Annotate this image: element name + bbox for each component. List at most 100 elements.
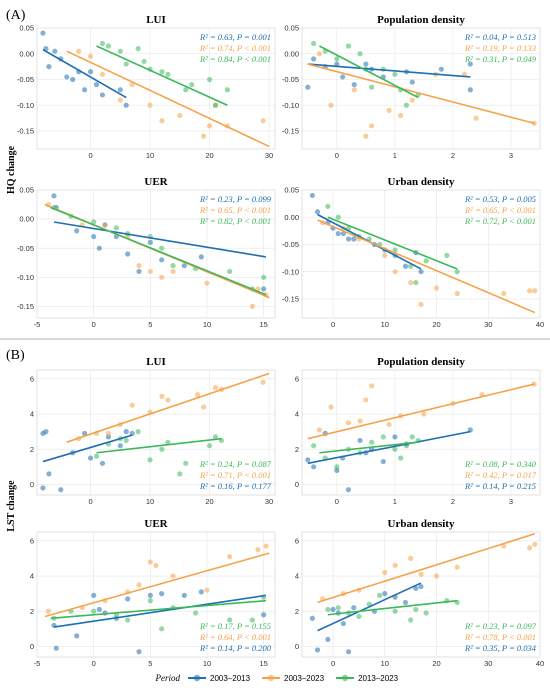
x-tick-label: 30 (484, 320, 492, 329)
data-point (206, 76, 213, 83)
y-tick-label: 6 (30, 374, 34, 383)
data-point (123, 61, 129, 67)
data-point (91, 233, 97, 240)
x-tick-label: 5 (148, 659, 152, 668)
data-point (261, 286, 267, 292)
data-point (165, 397, 171, 403)
x-tick-label: 3 (509, 151, 513, 160)
data-point (181, 592, 187, 598)
data-point (314, 209, 321, 215)
panel-1: 0 10 20 30 0.05 0.00 -0.05 -0.10 -0.15 LUI R² = 0.… (17, 14, 276, 160)
data-point (93, 82, 100, 88)
data-point (206, 443, 213, 449)
data-point (147, 239, 153, 245)
data-point (96, 606, 102, 613)
data-point (99, 460, 106, 466)
data-point (328, 404, 334, 410)
x-tick-label: 5 (148, 320, 152, 329)
x-tick-label: 0 (335, 151, 339, 160)
stat-label: R² = 0.08, P = 0.340 (464, 459, 537, 469)
data-point (64, 74, 70, 80)
regression-line (317, 219, 536, 314)
y-tick-label: 0.05 (19, 24, 34, 33)
data-point (351, 82, 357, 88)
data-point (345, 420, 352, 426)
panel-frame (36, 27, 276, 150)
data-point (227, 554, 233, 560)
data-point (165, 71, 171, 77)
data-point (409, 79, 415, 85)
data-point (380, 458, 386, 465)
data-point (402, 263, 409, 269)
data-point (421, 411, 427, 417)
regression-line (307, 63, 535, 125)
data-point (392, 269, 398, 275)
data-point (125, 596, 131, 602)
y-tick-label: 0.05 (284, 24, 299, 33)
y-tick-label: 0 (30, 480, 34, 489)
stat-label: R² = 0.84, P < 0.001 (199, 54, 271, 64)
data-point (311, 443, 317, 449)
legend-label-2013-2023: 2013–2023 (358, 674, 399, 683)
y-tick-label: 2 (30, 607, 34, 616)
data-point (53, 645, 59, 651)
data-point (454, 269, 460, 275)
panel-title: Population density (377, 14, 465, 26)
data-point (159, 257, 165, 263)
data-point (153, 562, 159, 569)
data-point (74, 228, 80, 234)
data-point (113, 225, 119, 231)
legend-dot-2003-2023 (267, 674, 275, 682)
data-point (402, 599, 409, 606)
data-point (129, 430, 135, 436)
legend-label-2003-2013: 2003–2013 (210, 674, 251, 683)
data-point (159, 446, 165, 452)
data-point (316, 427, 323, 433)
panel-title: Population density (377, 356, 465, 368)
data-point (102, 222, 108, 228)
x-tick-label: 20 (205, 497, 213, 506)
stat-label: R² = 0.31, P = 0.049 (464, 54, 537, 64)
data-point (105, 43, 111, 49)
data-point (170, 263, 176, 269)
data-point (147, 598, 153, 604)
data-point (413, 279, 419, 286)
panel-title: Urban density (388, 176, 455, 188)
data-point (382, 252, 388, 258)
y-tick-label: 0.00 (19, 215, 34, 224)
data-point (170, 573, 176, 579)
data-point (351, 87, 357, 93)
data-point (369, 439, 375, 445)
data-point (527, 288, 533, 294)
data-point (201, 133, 207, 139)
data-point (43, 429, 49, 435)
y-tick-label: 6 (30, 536, 34, 545)
data-point (147, 592, 153, 598)
data-point (82, 430, 88, 436)
data-point (260, 379, 266, 385)
data-point (325, 203, 331, 209)
data-point (45, 608, 51, 614)
data-point (117, 443, 123, 449)
data-point (76, 48, 82, 54)
data-point (135, 429, 141, 435)
data-point (198, 589, 204, 595)
regression-line (307, 430, 471, 465)
data-point (227, 268, 233, 275)
data-point (193, 610, 199, 616)
data-point (70, 76, 76, 83)
data-point (159, 245, 165, 251)
data-point (147, 559, 153, 565)
x-tick-label: 2 (451, 151, 455, 160)
y-tick-label: 0 (30, 642, 34, 651)
y-tick-label: -0.10 (17, 101, 34, 110)
data-point (423, 258, 429, 264)
data-point (183, 460, 189, 466)
x-tick-label: 10 (203, 659, 211, 668)
y-tick-label: 0.00 (19, 49, 34, 58)
data-point (255, 547, 261, 553)
legend-item-2003-2023: 2003–2023 (262, 674, 325, 683)
y-tick-label: 2 (295, 445, 299, 454)
panel-frame (301, 369, 541, 496)
data-point (40, 485, 46, 491)
